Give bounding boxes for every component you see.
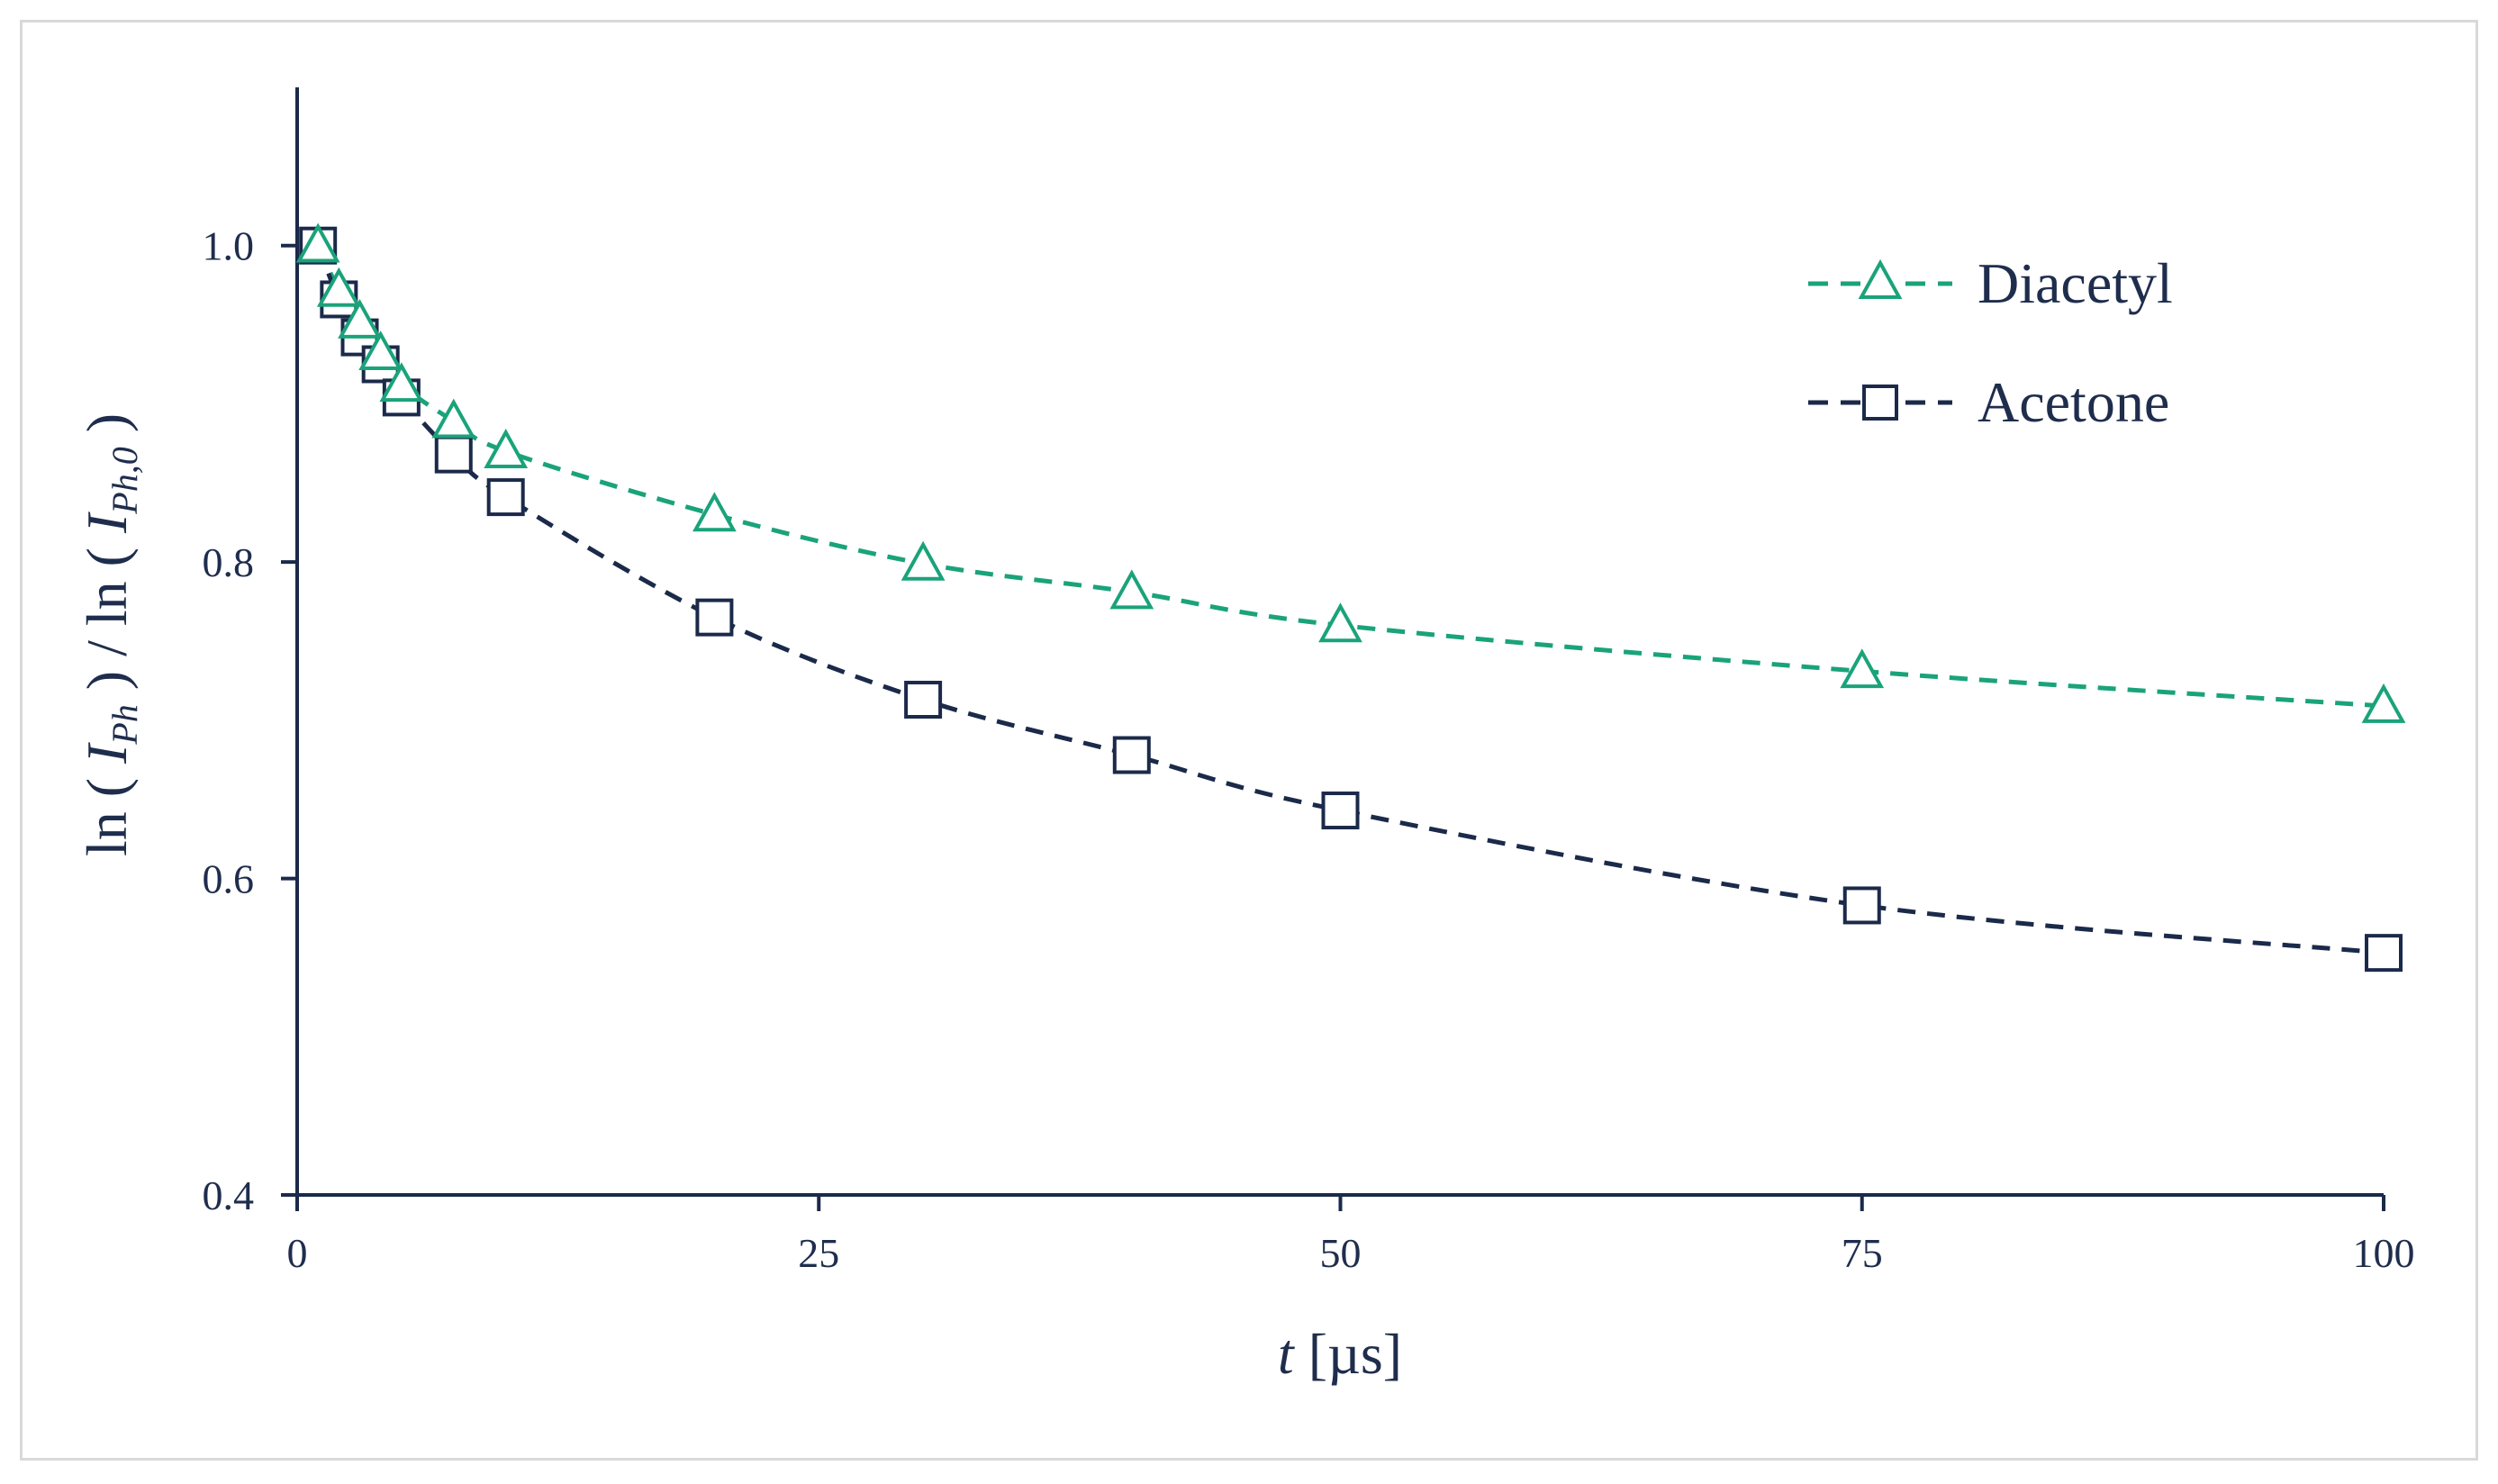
y-axis-title: ln ( IPh ) / ln ( IPh,0 ) xyxy=(75,413,145,856)
data-point-diacetyl xyxy=(1840,648,1885,689)
legend: Diacetyl Acetone xyxy=(1808,251,2173,434)
series-markers xyxy=(295,222,2406,973)
data-point-diacetyl xyxy=(431,398,476,439)
y-tick-label: 0.6 xyxy=(203,856,255,902)
data-point-diacetyl xyxy=(901,540,946,581)
x-tick-label: 100 xyxy=(2353,1230,2415,1276)
legend-label-diacetyl: Diacetyl xyxy=(1978,251,2173,315)
x-tick-label: 50 xyxy=(1320,1230,1362,1276)
x-tick-label: 0 xyxy=(287,1230,308,1276)
x-axis-title: t [µs] xyxy=(1278,1322,1402,1386)
y-tick-label: 0.8 xyxy=(203,539,255,585)
data-point-acetone xyxy=(695,598,734,637)
axes: 0 25 50 75 100 0.4 0.6 0.8 1.0 xyxy=(203,87,2415,1276)
legend-marker-diacetyl xyxy=(1858,258,1903,299)
data-point-acetone xyxy=(486,478,525,517)
y-tick-label: 0.4 xyxy=(203,1172,255,1218)
data-point-diacetyl xyxy=(692,492,737,532)
x-tick-label: 25 xyxy=(798,1230,839,1276)
data-point-acetone xyxy=(434,435,473,474)
x-tick-label: 75 xyxy=(1842,1230,1883,1276)
data-point-diacetyl xyxy=(1109,569,1154,610)
legend-item-diacetyl: Diacetyl xyxy=(1808,251,2173,315)
data-point-diacetyl xyxy=(295,222,340,263)
series-line-acetone xyxy=(315,244,2385,955)
data-point-acetone xyxy=(904,681,943,719)
legend-marker-acetone xyxy=(1862,385,1898,421)
legend-item-acetone: Acetone xyxy=(1808,370,2169,434)
data-point-acetone xyxy=(2365,934,2403,973)
data-point-diacetyl xyxy=(2361,683,2406,723)
data-point-acetone xyxy=(1112,736,1151,774)
data-point-diacetyl xyxy=(1318,602,1362,643)
data-point-diacetyl xyxy=(484,429,529,468)
data-point-diacetyl xyxy=(316,267,361,307)
data-point-acetone xyxy=(1321,792,1360,830)
series-lines xyxy=(315,244,2385,955)
data-point-diacetyl xyxy=(358,330,403,370)
data-point-acetone xyxy=(1842,886,1881,925)
data-point-diacetyl xyxy=(338,298,382,339)
chart-frame xyxy=(20,20,2478,1461)
data-point-diacetyl xyxy=(379,362,424,403)
y-tick-label: 1.0 xyxy=(203,223,255,269)
legend-label-acetone: Acetone xyxy=(1978,370,2169,434)
